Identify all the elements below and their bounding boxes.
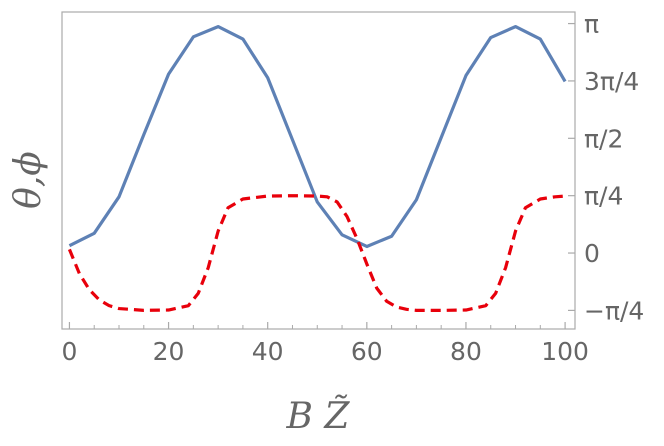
theta-solid-line — [68, 25, 567, 249]
series-layer — [67, 25, 567, 312]
phi-dashed-line — [67, 194, 566, 312]
x-tick-label: 100 — [541, 337, 589, 366]
x-tick-label: 80 — [450, 337, 482, 366]
y-tick-label: π — [584, 10, 599, 39]
x-tick-label: 40 — [252, 337, 284, 366]
x-tick-label: 60 — [351, 337, 383, 366]
plot-frame — [61, 11, 576, 330]
x-axis-title: B Z̃ — [286, 395, 351, 437]
y-axis-ticks: π 3π/4 π/2 π/4 0 −π/4 — [568, 10, 644, 325]
y-axis-title: θ,ϕ — [8, 151, 49, 209]
x-axis-ticks: 0 20 40 60 80 100 — [61, 322, 589, 366]
y-tick-label: 0 — [584, 239, 600, 268]
x-tick-label: 0 — [61, 337, 77, 366]
y-tick-label: 3π/4 — [584, 67, 639, 96]
y-tick-label: π/2 — [584, 124, 623, 153]
y-tick-label: π/4 — [584, 182, 623, 211]
x-tick-label: 20 — [153, 337, 185, 366]
y-tick-label: −π/4 — [584, 296, 644, 325]
